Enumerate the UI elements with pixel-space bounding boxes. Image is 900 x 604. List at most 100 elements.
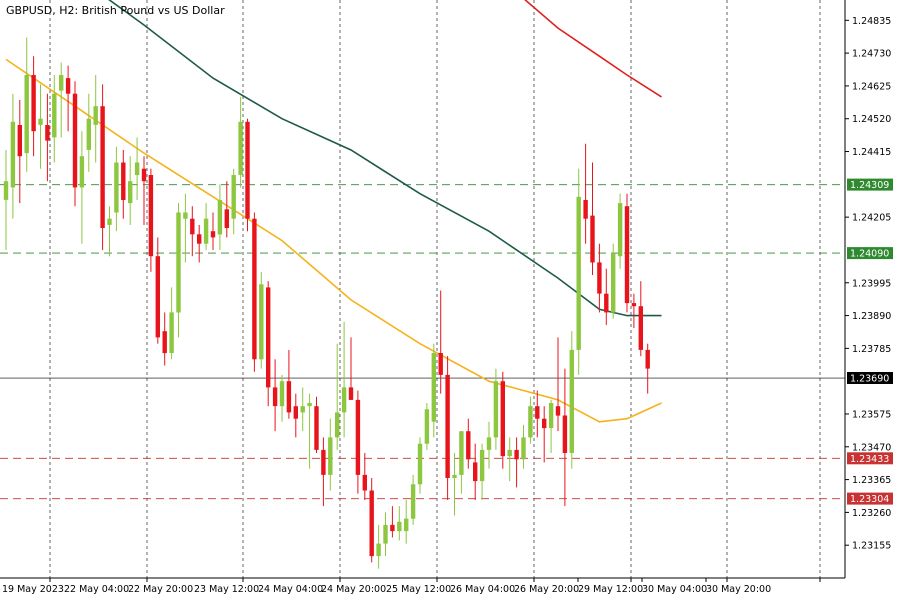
candle <box>397 506 402 541</box>
candle <box>341 321 347 438</box>
candle-body <box>266 287 271 388</box>
price-label-text: 1.23433 <box>850 454 889 465</box>
candle-body <box>590 215 595 263</box>
candle <box>376 524 381 569</box>
price-label-text: 1.24309 <box>850 180 889 191</box>
candle-body <box>362 474 367 491</box>
candle-body <box>417 443 423 485</box>
price-tick-label: 1.24205 <box>852 213 891 224</box>
candle <box>445 356 450 500</box>
candle <box>93 74 98 163</box>
candle <box>59 62 64 138</box>
candle <box>410 474 416 525</box>
candle <box>286 349 292 419</box>
moving-average-ma-mid <box>108 0 662 317</box>
candle <box>279 374 285 422</box>
candle <box>611 243 616 319</box>
candle-body <box>507 449 512 457</box>
candle-body <box>10 121 16 188</box>
candle-body <box>224 209 229 228</box>
candle <box>521 424 526 469</box>
candle-body <box>383 524 388 544</box>
candle <box>383 512 388 557</box>
price-tick-label: 1.23575 <box>852 410 891 421</box>
price-label-box <box>847 178 893 191</box>
candle <box>52 74 57 163</box>
candle <box>224 181 229 238</box>
candle <box>141 156 147 225</box>
candle-body <box>438 353 443 375</box>
price-label-box <box>847 372 893 384</box>
candle-body <box>376 543 381 557</box>
candle-body <box>493 381 499 438</box>
price-tick-label: 1.23785 <box>852 344 891 355</box>
candle-body <box>65 78 71 94</box>
candle <box>79 131 85 244</box>
candle-body <box>486 437 492 450</box>
candle-body <box>473 462 478 482</box>
candle <box>121 149 126 219</box>
time-tick-label: 25 May 12:00 <box>386 584 451 595</box>
candle-body <box>521 437 526 460</box>
candle-body <box>597 262 602 294</box>
candle <box>486 421 492 469</box>
candle <box>24 37 29 172</box>
candle <box>100 84 105 250</box>
candle-body <box>479 449 485 482</box>
candle-body <box>183 212 188 219</box>
candle <box>638 281 643 357</box>
candle <box>355 390 361 494</box>
candle <box>417 437 423 494</box>
candle-body <box>31 75 36 132</box>
candle-body <box>500 381 505 457</box>
candle <box>266 281 271 407</box>
candle-body <box>197 234 202 244</box>
candle <box>245 118 250 232</box>
candle-body <box>528 406 533 438</box>
candle <box>38 84 43 169</box>
candle-body <box>341 387 347 413</box>
candle-body <box>445 374 450 478</box>
candle-body <box>79 156 85 188</box>
candle <box>617 193 623 269</box>
candle-body <box>86 118 91 150</box>
time-tick-label: 30 May 04:00 <box>642 584 707 595</box>
time-tick-label: 24 May 04:00 <box>258 584 323 595</box>
candle <box>86 93 91 172</box>
candle-body <box>93 106 98 125</box>
candle-body <box>17 125 22 157</box>
candle <box>314 396 319 454</box>
candle-body <box>459 431 464 475</box>
candle <box>348 337 354 400</box>
price-tick-label: 1.23365 <box>852 475 891 486</box>
price-label-box <box>847 452 893 465</box>
price-label-text: 1.23304 <box>850 494 889 505</box>
candle-body <box>38 118 43 125</box>
candle-body <box>169 312 174 353</box>
candle <box>624 193 630 313</box>
candle-body <box>307 403 312 407</box>
candle <box>597 243 602 313</box>
candle-body <box>321 449 326 475</box>
candle-body <box>624 206 630 304</box>
time-tick-label: 29 May 12:00 <box>578 584 643 595</box>
candle <box>31 56 36 157</box>
candle <box>473 443 478 500</box>
candle <box>3 149 9 250</box>
time-tick-label: 26 May 20:00 <box>514 584 579 595</box>
candle <box>645 343 650 394</box>
candle <box>307 393 312 469</box>
price-tick-label: 1.23470 <box>852 442 891 453</box>
candle-body <box>45 125 50 141</box>
candle <box>535 390 540 438</box>
candle-body <box>431 353 436 422</box>
time-tick-label: 23 May 12:00 <box>194 584 259 595</box>
candle-body <box>390 524 395 532</box>
candle <box>404 499 409 544</box>
candle-body <box>293 406 298 419</box>
price-label-box <box>847 247 893 260</box>
candle-body <box>300 406 305 413</box>
candle-body <box>3 181 9 200</box>
